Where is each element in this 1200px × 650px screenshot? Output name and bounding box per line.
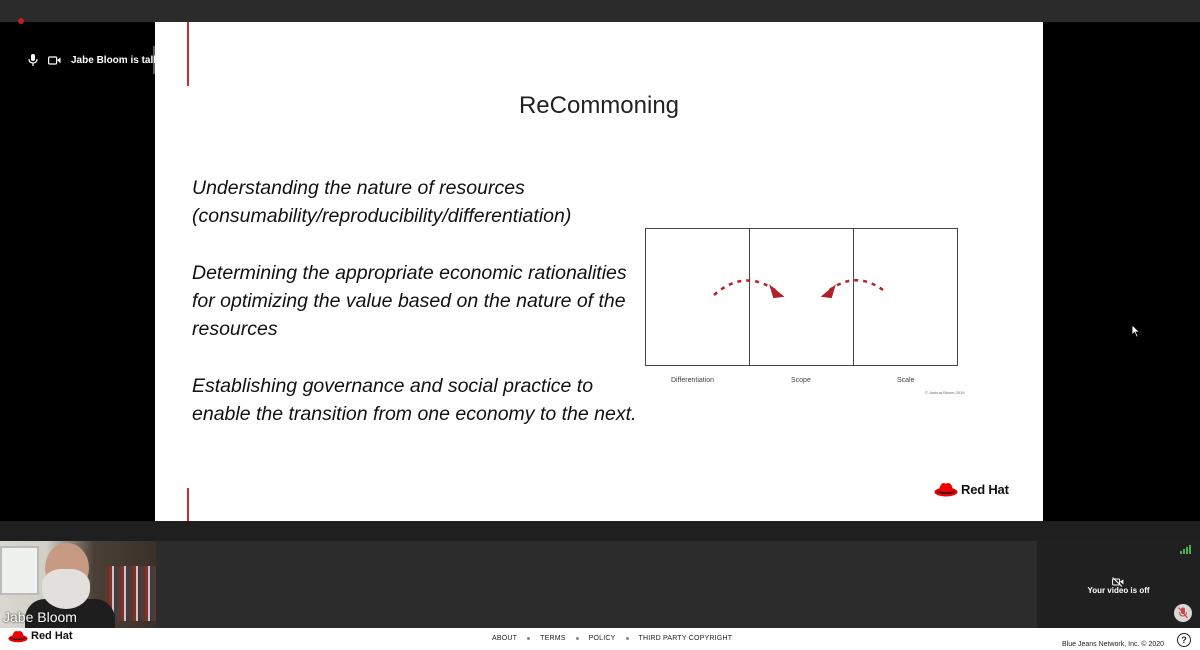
participant-strip <box>0 541 1200 628</box>
footer-copyright: Blue Jeans Network, Inc. © 2020 <box>1062 641 1165 648</box>
participant-video-tile[interactable] <box>0 541 156 628</box>
microphone-icon <box>28 54 38 66</box>
red-hat-logo-icon <box>8 631 28 643</box>
mic-muted-icon <box>1178 607 1188 619</box>
speaker-label: Jabe Bloom is talking <box>71 54 174 66</box>
video-camera-icon <box>48 55 61 65</box>
footer-link-policy[interactable]: POLICY <box>588 635 616 642</box>
footer-brand: Red Hat <box>31 630 73 642</box>
diagram-label-differentiation: Differentiation <box>671 377 715 384</box>
slide-title: ReCommoning <box>518 92 680 119</box>
slide-bullet: Establishing governance and social pract… <box>192 375 637 425</box>
participant-name: Jabe Bloom <box>3 609 77 625</box>
footer: Red Hat ABOUT TERMS POLICY THIRD PARTY C… <box>0 628 1200 650</box>
help-icon[interactable]: ? <box>1177 633 1191 647</box>
diagram-label-scope: Scope <box>791 377 811 384</box>
footer-link-third-party[interactable]: THIRD PARTY COPYRIGHT <box>638 635 733 642</box>
mic-muted-button[interactable] <box>1174 604 1192 622</box>
transition-arrows <box>713 278 884 299</box>
diagram-divider <box>853 229 854 365</box>
red-hat-logo-icon <box>934 483 958 497</box>
slide-bullet: Determining the appropriate economic rat… <box>192 262 627 340</box>
slide-bullet: Understanding the nature of resources (c… <box>192 177 572 227</box>
economy-diagram <box>645 228 958 366</box>
signal-icon <box>1180 545 1191 554</box>
shared-slide: ReCommoning Understanding the nature of … <box>155 22 1043 521</box>
footer-red-hat-logo[interactable]: Red Hat <box>8 629 73 643</box>
slide-accent-line <box>187 488 189 521</box>
video-off-label: Your video is off <box>1087 586 1150 595</box>
top-bar <box>0 0 1200 22</box>
diagram-divider <box>749 229 750 365</box>
slide-accent-line <box>187 22 189 86</box>
video-off-icon <box>1112 574 1124 592</box>
cursor-icon <box>1131 324 1141 343</box>
diagram-copyright: © Joshua Bloom 2019 <box>925 390 965 395</box>
slide-bullets: Understanding the nature of resources (c… <box>192 174 642 457</box>
diagram-label-scale: Scale <box>897 377 915 384</box>
red-hat-wordmark: Red Hat <box>961 481 1009 497</box>
footer-link-about[interactable]: ABOUT <box>492 635 518 642</box>
footer-link-terms[interactable]: TERMS <box>540 635 566 642</box>
footer-links: ABOUT TERMS POLICY THIRD PARTY COPYRIGHT <box>492 635 732 642</box>
recording-indicator <box>18 18 24 24</box>
red-hat-logo: Red Hat <box>934 481 1009 497</box>
